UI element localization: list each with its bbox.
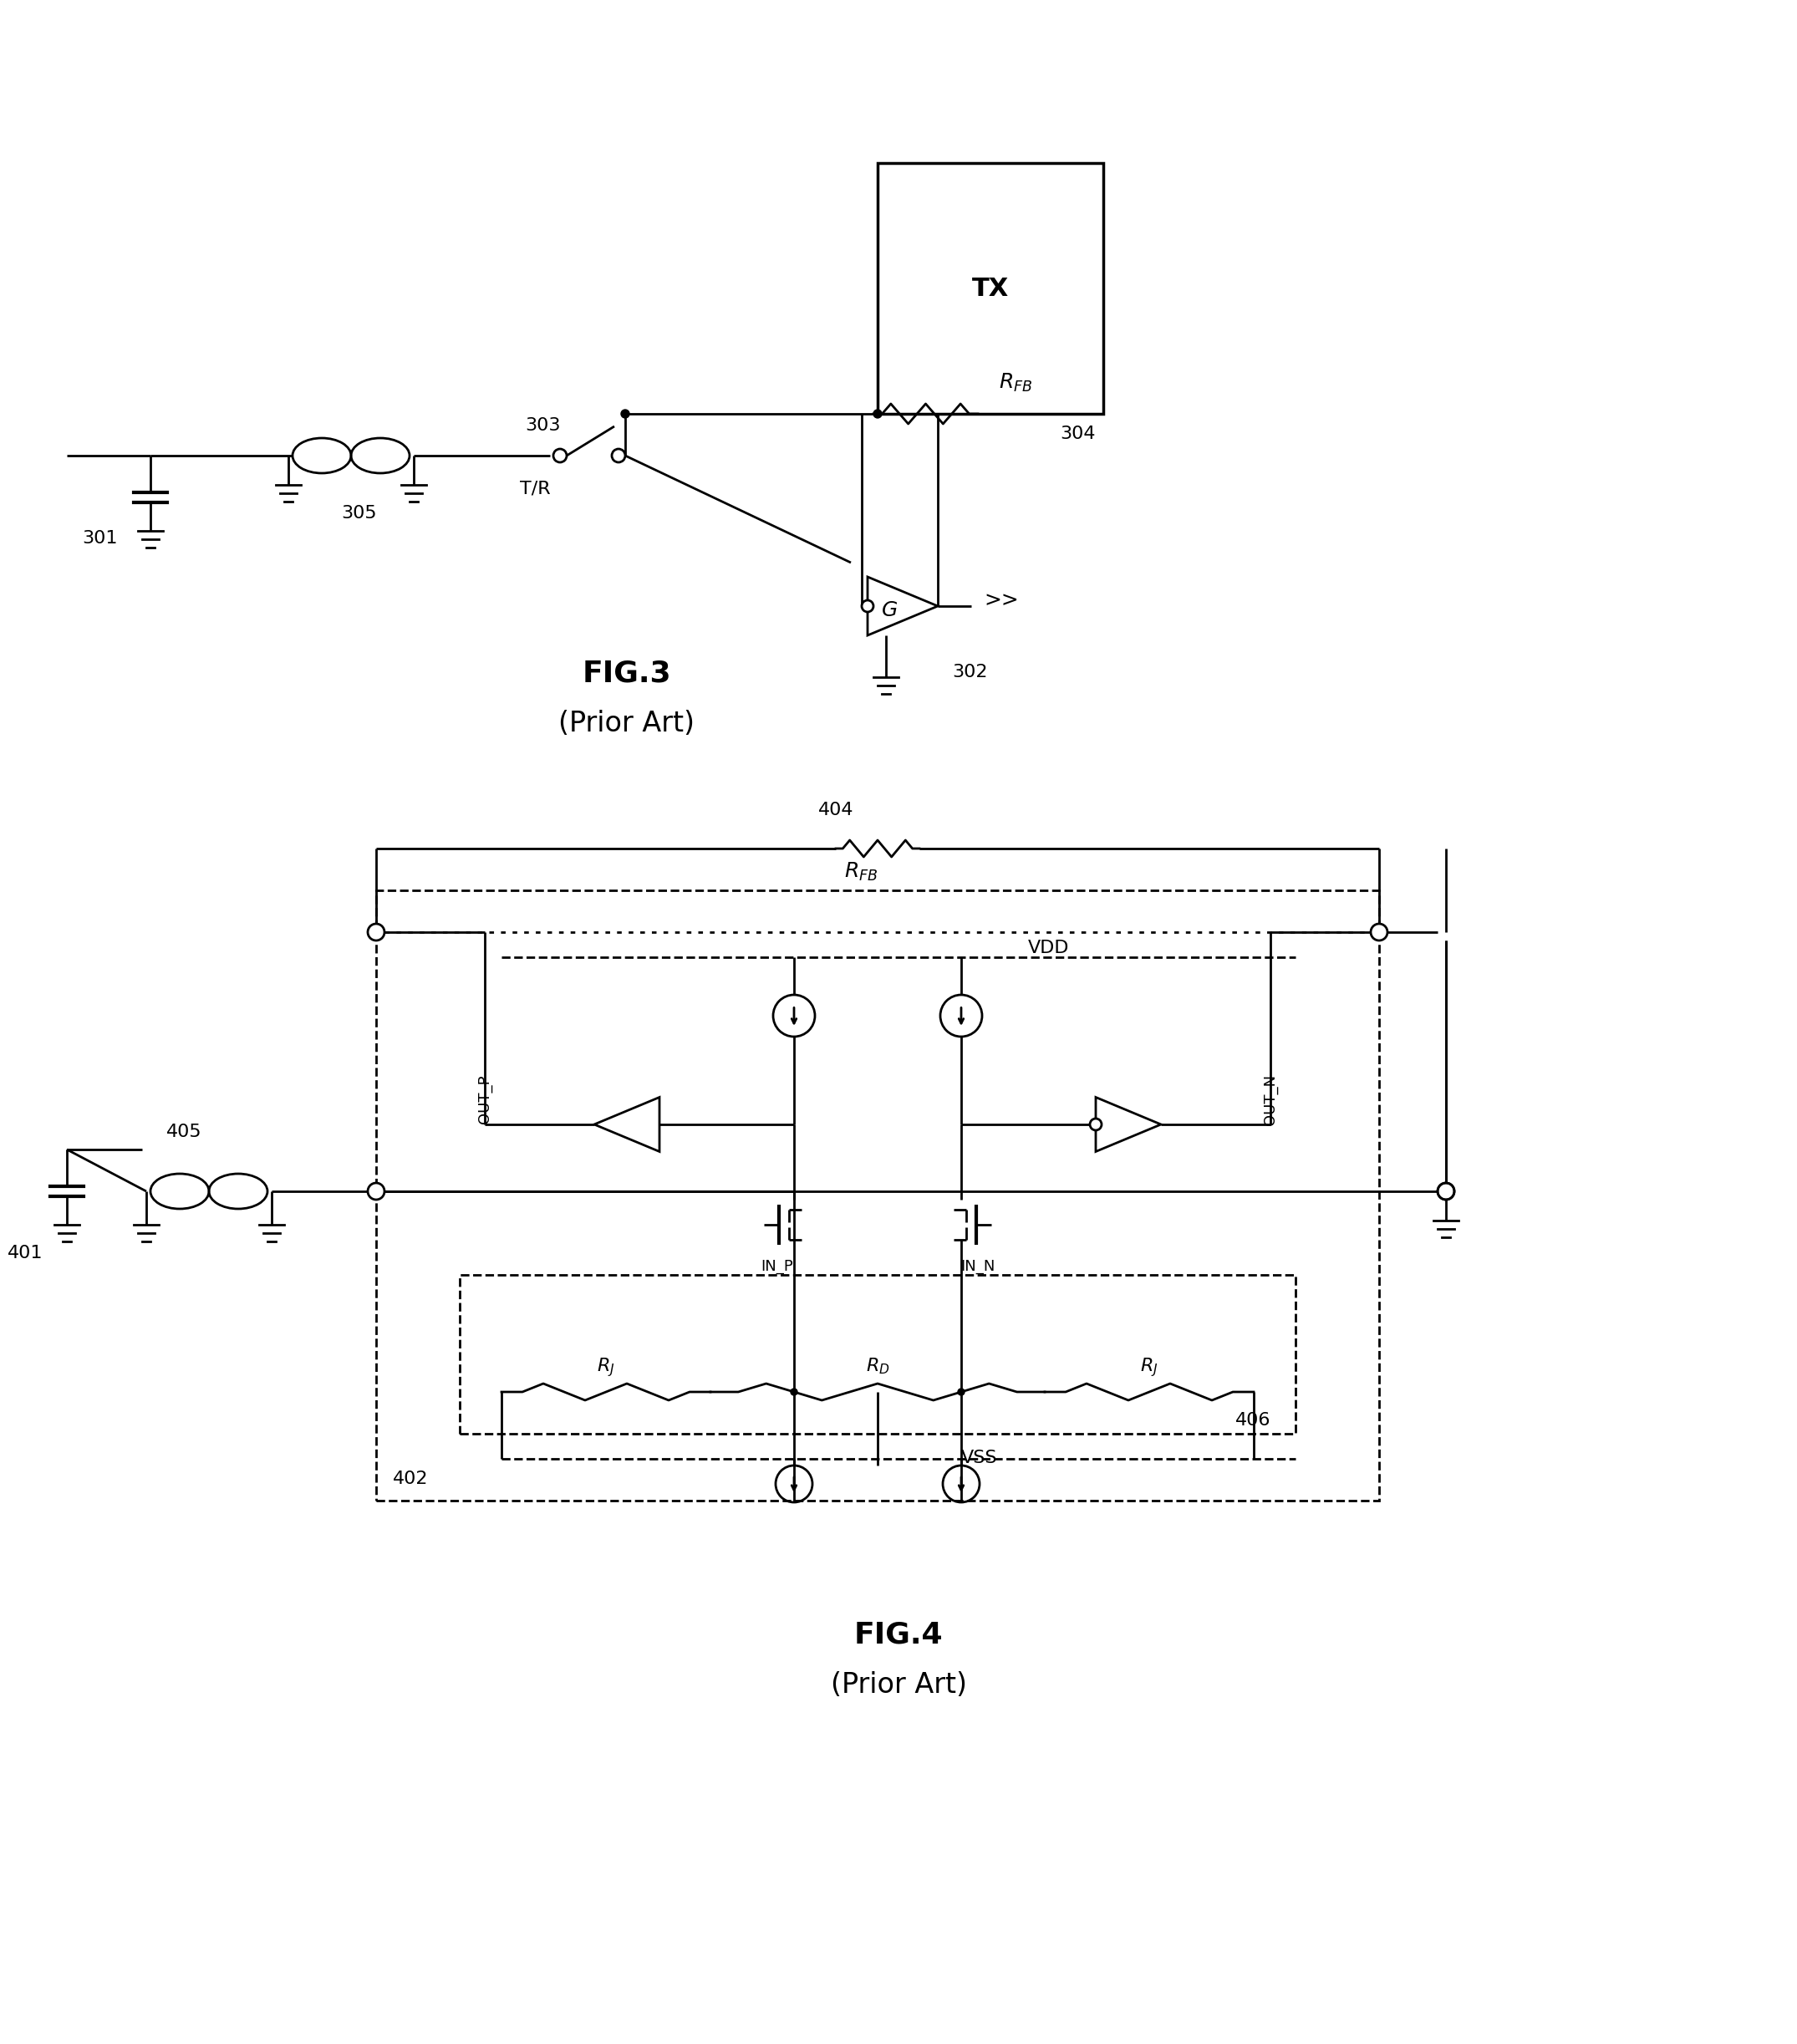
Bar — [376, 891, 1378, 1500]
Text: 406: 406 — [1235, 1412, 1270, 1429]
Circle shape — [622, 409, 629, 417]
Text: >>: >> — [983, 591, 1019, 611]
Text: VSS: VSS — [961, 1449, 997, 1466]
Text: 402: 402 — [394, 1470, 428, 1488]
Text: TX: TX — [972, 276, 1008, 300]
Text: (Prior Art): (Prior Art) — [830, 1672, 967, 1699]
Circle shape — [368, 926, 383, 940]
Text: G: G — [882, 601, 898, 619]
Text: $R_{FB}$: $R_{FB}$ — [845, 861, 877, 883]
Circle shape — [1371, 926, 1385, 940]
Text: 304: 304 — [1060, 425, 1096, 442]
Text: T/R: T/R — [519, 480, 550, 497]
Circle shape — [863, 601, 873, 611]
Text: $R_{FB}$: $R_{FB}$ — [999, 372, 1033, 394]
Text: OUT_N: OUT_N — [1263, 1073, 1278, 1124]
Text: OUT_P: OUT_P — [478, 1075, 492, 1124]
Text: $R_J$: $R_J$ — [597, 1355, 615, 1378]
Circle shape — [553, 450, 566, 462]
Circle shape — [958, 1388, 965, 1396]
Text: $R_D$: $R_D$ — [866, 1355, 890, 1376]
Circle shape — [791, 1388, 798, 1396]
Text: 305: 305 — [341, 505, 377, 521]
Text: IN_P: IN_P — [762, 1259, 794, 1273]
Text: 303: 303 — [525, 417, 561, 433]
Circle shape — [1439, 1183, 1454, 1198]
Text: 301: 301 — [83, 529, 119, 546]
Bar — [460, 1275, 1296, 1433]
Text: 302: 302 — [952, 664, 987, 681]
Text: 404: 404 — [818, 801, 854, 818]
Bar — [877, 164, 1103, 413]
Circle shape — [1091, 1120, 1102, 1130]
Circle shape — [613, 450, 624, 462]
Text: IN_N: IN_N — [961, 1259, 996, 1273]
Text: FIG.3: FIG.3 — [582, 658, 672, 687]
Text: 405: 405 — [165, 1124, 201, 1141]
Text: VDD: VDD — [1028, 940, 1069, 957]
Circle shape — [368, 1183, 383, 1198]
Text: (Prior Art): (Prior Art) — [559, 709, 695, 738]
Circle shape — [873, 409, 882, 417]
Text: $R_J$: $R_J$ — [1141, 1355, 1159, 1378]
Text: 401: 401 — [7, 1245, 43, 1261]
Text: FIG.4: FIG.4 — [854, 1621, 943, 1650]
Circle shape — [1439, 1183, 1454, 1198]
